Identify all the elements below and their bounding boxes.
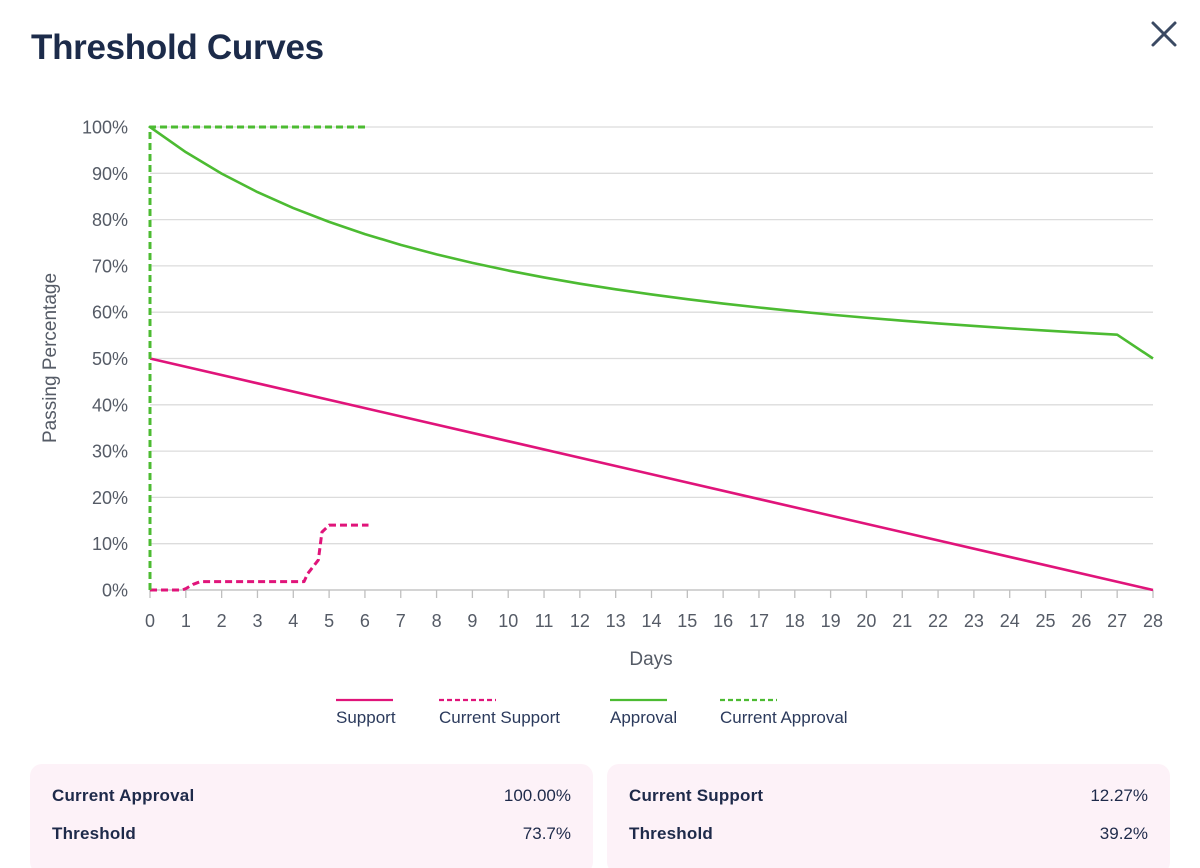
support-threshold-label: Threshold bbox=[629, 824, 713, 843]
close-icon[interactable] bbox=[1146, 14, 1182, 50]
y-tick-label: 70% bbox=[92, 256, 128, 276]
current-support-value: 12.27% bbox=[1090, 786, 1148, 805]
chart-grid bbox=[150, 126, 1153, 591]
series-line-current-approval bbox=[148, 125, 369, 590]
series-line-approval bbox=[149, 125, 1154, 360]
x-axis-ticks: 0 1 2 3 4 5 6 7 8 9 10 11 12 13 14 15 16 17 18 19 20 21 22 23 24… bbox=[145, 590, 1163, 631]
series-line-current-support bbox=[150, 523, 369, 592]
y-tick-label: 10% bbox=[92, 534, 128, 554]
y-tick-label: 0% bbox=[102, 581, 128, 601]
approval-threshold-row: Threshold 73.7% bbox=[52, 824, 571, 844]
y-tick-label: 60% bbox=[92, 303, 128, 323]
x-tick-label: 3 bbox=[252, 611, 262, 631]
x-tick-label: 27 bbox=[1107, 611, 1127, 631]
x-tick-label: 21 bbox=[892, 611, 912, 631]
chart-legend: Support Current Support Approval Current Ap… bbox=[336, 698, 848, 727]
x-tick-label: 25 bbox=[1036, 611, 1056, 631]
y-axis-ticks: 0% 10% 20% 30% 40% 50% 60% 70% 80% 90% 100% bbox=[82, 118, 128, 601]
x-tick-label: 23 bbox=[964, 611, 984, 631]
legend-label[interactable]: Current Approval bbox=[720, 708, 848, 727]
x-tick-label: 8 bbox=[432, 611, 442, 631]
support-threshold-value: 39.2% bbox=[1099, 824, 1148, 843]
y-tick-label: 100% bbox=[82, 118, 128, 138]
x-tick-label: 18 bbox=[785, 611, 805, 631]
chart-series bbox=[148, 125, 1154, 592]
x-tick-label: 19 bbox=[821, 611, 841, 631]
x-tick-label: 22 bbox=[928, 611, 948, 631]
current-support-row: Current Support 12.27% bbox=[629, 786, 1148, 806]
x-tick-label: 2 bbox=[217, 611, 227, 631]
current-approval-value: 100.00% bbox=[503, 786, 571, 805]
x-tick-label: 28 bbox=[1143, 611, 1163, 631]
y-tick-label: 90% bbox=[92, 164, 128, 184]
x-tick-label: 15 bbox=[677, 611, 697, 631]
y-axis-label: Passing Percentage bbox=[40, 273, 61, 443]
x-tick-label: 11 bbox=[535, 611, 554, 631]
x-tick-label: 24 bbox=[1000, 611, 1020, 631]
y-tick-label: 30% bbox=[92, 442, 128, 462]
x-tick-label: 5 bbox=[324, 611, 334, 631]
x-tick-label: 26 bbox=[1071, 611, 1091, 631]
x-tick-label: 17 bbox=[749, 611, 769, 631]
legend-label[interactable]: Current Support bbox=[439, 708, 560, 727]
y-tick-label: 40% bbox=[92, 395, 128, 415]
x-tick-label: 13 bbox=[606, 611, 626, 631]
current-approval-label: Current Approval bbox=[52, 786, 195, 805]
x-tick-label: 10 bbox=[498, 611, 518, 631]
x-tick-label: 20 bbox=[856, 611, 876, 631]
y-tick-label: 20% bbox=[92, 488, 128, 508]
x-tick-label: 0 bbox=[145, 611, 155, 631]
x-tick-label: 6 bbox=[360, 611, 370, 631]
x-tick-label: 9 bbox=[467, 611, 477, 631]
x-tick-label: 12 bbox=[570, 611, 590, 631]
current-approval-row: Current Approval 100.00% bbox=[52, 786, 571, 806]
legend-label[interactable]: Approval bbox=[610, 708, 677, 727]
dialog-title: Threshold Curves bbox=[31, 28, 324, 67]
approval-threshold-value: 73.7% bbox=[522, 824, 571, 843]
y-tick-label: 80% bbox=[92, 210, 128, 230]
current-support-label: Current Support bbox=[629, 786, 764, 805]
x-axis-label: Days bbox=[629, 649, 672, 670]
x-tick-label: 4 bbox=[288, 611, 298, 631]
x-tick-label: 7 bbox=[396, 611, 406, 631]
approval-threshold-label: Threshold bbox=[52, 824, 136, 843]
x-tick-label: 14 bbox=[641, 611, 661, 631]
x-tick-label: 1 bbox=[181, 611, 191, 631]
series-line-support bbox=[149, 357, 1154, 592]
approval-summary-card: Current Approval 100.00% Threshold 73.7% bbox=[30, 764, 593, 868]
support-threshold-row: Threshold 39.2% bbox=[629, 824, 1148, 844]
support-summary-card: Current Support 12.27% Threshold 39.2% bbox=[607, 764, 1170, 868]
y-tick-label: 50% bbox=[92, 349, 128, 369]
legend-label[interactable]: Support bbox=[336, 708, 396, 727]
x-tick-label: 16 bbox=[713, 611, 733, 631]
